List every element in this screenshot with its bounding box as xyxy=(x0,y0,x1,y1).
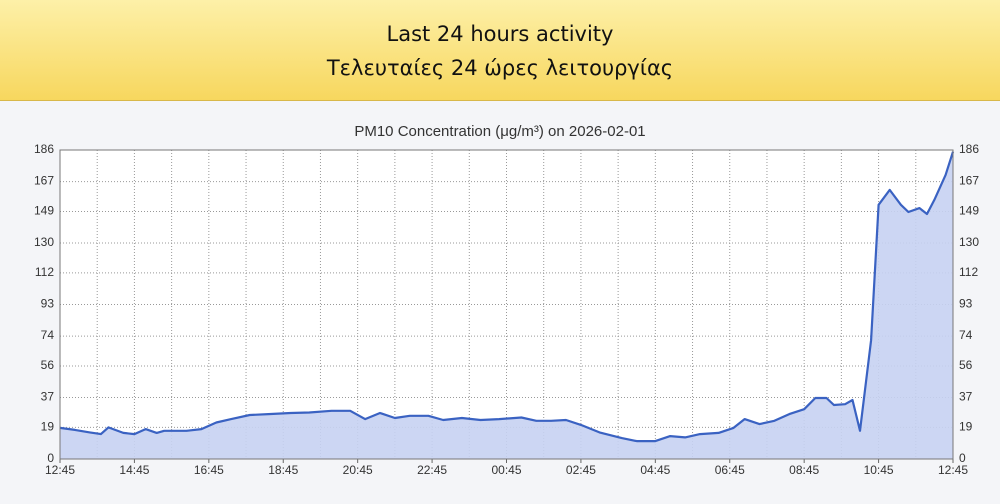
chart-title: PM10 Concentration (μg/m³) on 2026-02-01 xyxy=(354,123,645,140)
header: Last 24 hours activity Τελευταίες 24 ώρε… xyxy=(0,0,1000,101)
y-tick-label: 167 xyxy=(34,174,54,188)
x-tick-label: 04:45 xyxy=(640,463,670,477)
plot-border xyxy=(59,149,954,460)
x-tick-label: 02:45 xyxy=(566,463,596,477)
x-tick-label: 00:45 xyxy=(491,463,521,477)
y2-tick-label: 167 xyxy=(959,174,979,188)
chart: PM10 Concentration (μg/m³) on 2026-02-01… xyxy=(0,101,1000,504)
x-tick-label: 20:45 xyxy=(343,463,373,477)
x-tick-label: 14:45 xyxy=(119,463,149,477)
y2-tick-label: 112 xyxy=(959,265,978,279)
x-tick-label: 10:45 xyxy=(864,463,894,477)
y-tick-label: 149 xyxy=(34,204,54,218)
y-tick-label: 19 xyxy=(41,420,55,434)
area xyxy=(60,151,953,459)
x-tick-label: 22:45 xyxy=(417,463,447,477)
y2-tick-label: 74 xyxy=(959,328,973,342)
x-tick-label: 06:45 xyxy=(715,463,745,477)
x-tick-label: 08:45 xyxy=(789,463,819,477)
header-title: Τελευταίες 24 ώρες λειτουργίας xyxy=(326,56,674,80)
y2-tick-label: 37 xyxy=(959,390,973,404)
y2-tick-label: 149 xyxy=(959,204,979,218)
y2-tick-label: 130 xyxy=(959,235,979,249)
x-tick-label: 18:45 xyxy=(268,463,298,477)
y2-tick-label: 56 xyxy=(959,358,973,372)
y2-tick-label: 93 xyxy=(959,297,973,311)
x-tick-label: 12:45 xyxy=(938,463,968,477)
header-title: Last 24 hours activity xyxy=(386,22,614,46)
y-tick-label: 74 xyxy=(41,328,55,342)
x-tick-label: 16:45 xyxy=(194,463,224,477)
y2-tick-label: 0 xyxy=(959,451,966,465)
y2-tick-label: 186 xyxy=(959,142,979,156)
y-tick-label: 93 xyxy=(41,297,55,311)
y-tick-label: 112 xyxy=(35,265,54,279)
y-tick-label: 186 xyxy=(34,142,54,156)
y-tick-label: 130 xyxy=(34,235,54,249)
y2-tick-label: 19 xyxy=(959,420,973,434)
y-tick-label: 56 xyxy=(41,358,55,372)
line xyxy=(59,151,955,443)
y-tick-label: 0 xyxy=(47,451,54,465)
x-tick-label: 12:45 xyxy=(45,463,75,477)
y-tick-label: 37 xyxy=(41,390,55,404)
